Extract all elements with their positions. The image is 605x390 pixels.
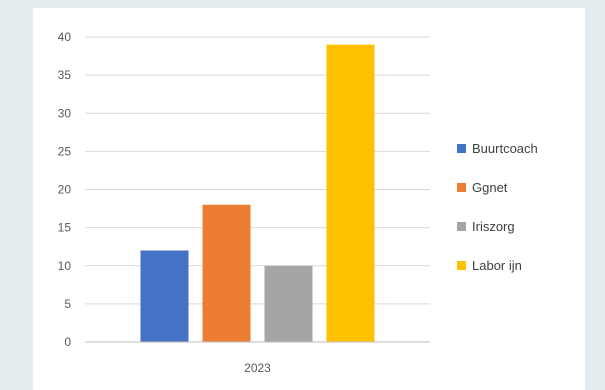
y-tick-label: 20 xyxy=(58,183,72,197)
y-tick-label: 25 xyxy=(58,144,72,158)
y-tick-label: 30 xyxy=(58,106,72,120)
y-tick-label: 5 xyxy=(64,297,71,311)
x-axis-ticks: 2023 xyxy=(244,361,271,375)
y-tick-label: 0 xyxy=(64,335,71,349)
legend-label: Buurtcoach xyxy=(472,141,538,156)
legend-swatch xyxy=(457,261,466,270)
bars xyxy=(140,44,375,342)
bar-chart: 0 5 10 15 20 25 30 35 40 2023 Buurtcoach Ggnet Iri… xyxy=(58,30,538,375)
y-tick-label: 40 xyxy=(58,30,72,44)
legend-label: Labor ijn xyxy=(472,258,522,273)
legend-item: Labor ijn xyxy=(457,258,522,273)
bar-buurtcoach xyxy=(140,250,189,342)
legend-item: Ggnet xyxy=(457,180,508,195)
chart-area: 0 5 10 15 20 25 30 35 40 2023 Buurtcoach Ggnet Iri… xyxy=(33,8,585,390)
legend-item: Iriszorg xyxy=(457,219,515,234)
legend-label: Ggnet xyxy=(472,180,508,195)
x-tick-label: 2023 xyxy=(244,361,271,375)
bar-labor-ijn xyxy=(326,44,375,342)
bar-iriszorg xyxy=(264,265,313,342)
y-tick-label: 15 xyxy=(58,221,72,235)
y-tick-label: 10 xyxy=(58,259,72,273)
legend-swatch xyxy=(457,222,466,231)
legend-item: Buurtcoach xyxy=(457,141,538,156)
legend: Buurtcoach Ggnet Iriszorg Labor ijn xyxy=(457,141,538,273)
legend-swatch xyxy=(457,144,466,153)
gridlines xyxy=(85,36,430,305)
y-axis-ticks: 0 5 10 15 20 25 30 35 40 xyxy=(58,30,72,349)
legend-label: Iriszorg xyxy=(472,219,515,234)
bar-ggnet xyxy=(202,204,251,342)
legend-swatch xyxy=(457,183,466,192)
y-tick-label: 35 xyxy=(58,68,72,82)
